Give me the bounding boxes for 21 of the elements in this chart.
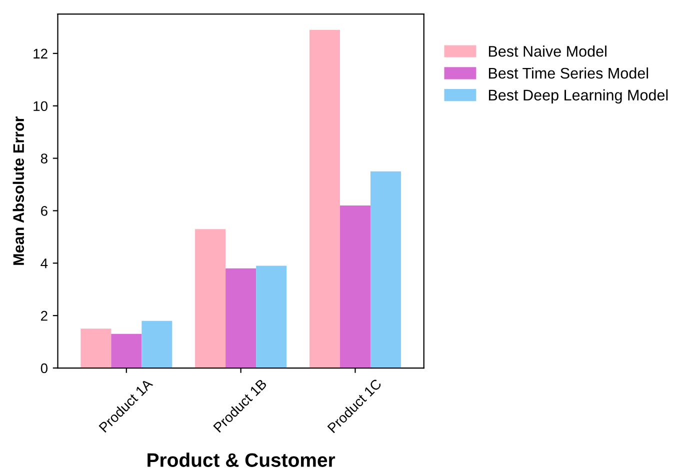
legend-label: Best Deep Learning Model xyxy=(488,89,668,104)
x-axis-title: Product & Customer xyxy=(148,452,336,467)
bar xyxy=(195,229,226,368)
y-tick-label: 0 xyxy=(40,363,48,374)
bar xyxy=(309,30,340,368)
bar xyxy=(340,205,370,368)
y-tick-label: 10 xyxy=(34,101,48,112)
y-tick-label: 8 xyxy=(40,154,48,164)
bar xyxy=(142,320,172,368)
bar xyxy=(370,171,401,368)
bar xyxy=(226,268,256,368)
y-tick-label: 12 xyxy=(34,48,48,58)
y-axis-title: Mean Absolute Error xyxy=(12,116,24,265)
y-tick-label: 4 xyxy=(40,258,48,268)
legend-label: Best Time Series Model xyxy=(488,67,648,79)
bar xyxy=(80,328,112,368)
y-tick-label: 2 xyxy=(41,310,48,321)
bar xyxy=(111,334,142,368)
y-tick-label: 6 xyxy=(41,206,48,216)
bar xyxy=(256,266,287,368)
legend-label: Best Naive Model xyxy=(488,46,606,57)
